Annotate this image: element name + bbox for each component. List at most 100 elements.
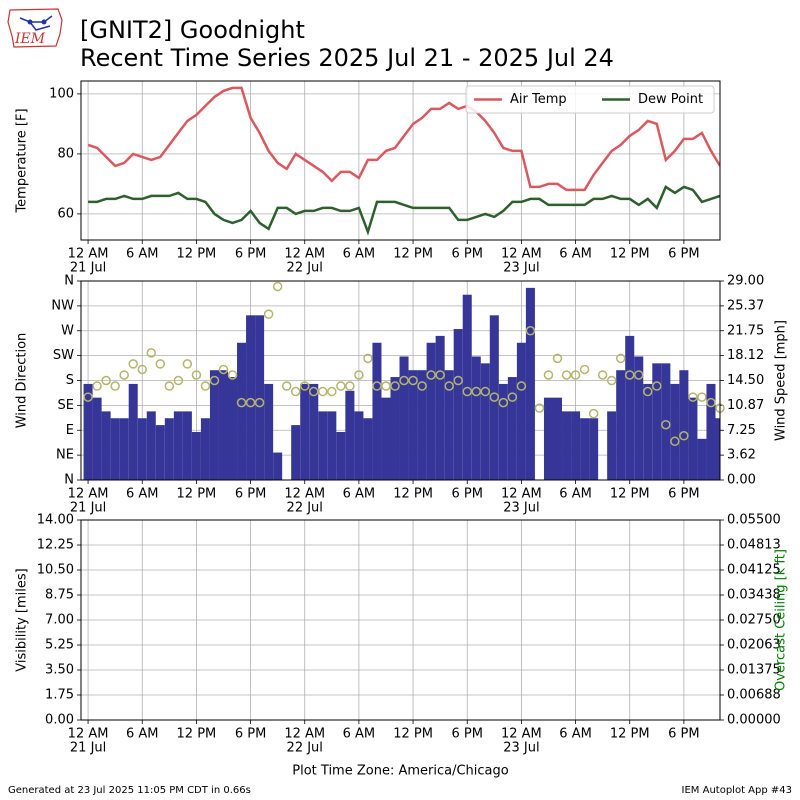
x-tick-label: 12 AM xyxy=(501,487,542,502)
bar xyxy=(110,418,120,480)
bar xyxy=(119,418,129,480)
bar xyxy=(237,342,247,480)
y-tick-label: 8.75 xyxy=(45,588,74,603)
bar xyxy=(417,370,427,480)
bar xyxy=(489,315,499,480)
point xyxy=(128,359,138,369)
y-tick-label: 3.50 xyxy=(45,663,74,678)
bar xyxy=(634,356,644,480)
point xyxy=(507,392,518,402)
point xyxy=(363,353,373,364)
point xyxy=(543,370,554,380)
point xyxy=(281,381,292,391)
bar xyxy=(670,383,680,480)
bar xyxy=(209,370,219,480)
x-tick-label: 12 AM xyxy=(68,727,109,742)
y2-tick-label: 0.00000 xyxy=(727,713,781,728)
bar xyxy=(435,335,445,480)
bar xyxy=(715,418,720,480)
bar xyxy=(426,342,436,480)
point xyxy=(615,353,626,364)
y-tick-label: E xyxy=(66,423,74,438)
logo: IEM xyxy=(7,8,63,48)
bar xyxy=(200,418,210,480)
point xyxy=(263,309,274,319)
point xyxy=(227,370,238,380)
y-tick-label: 7.00 xyxy=(45,613,74,628)
point xyxy=(525,326,536,336)
x-tick-label: 6 AM xyxy=(126,727,159,742)
bar xyxy=(399,356,409,480)
y-tick-label: SE xyxy=(58,398,74,413)
point xyxy=(236,397,247,408)
x-tick-label: 6 PM xyxy=(451,247,482,262)
y-tick-label: 12.25 xyxy=(37,538,74,553)
bar xyxy=(182,411,192,480)
point xyxy=(381,381,391,391)
y2-tick-label: 10.87 xyxy=(727,398,764,413)
point xyxy=(354,370,364,380)
bar xyxy=(697,438,707,480)
bar xyxy=(291,425,301,480)
y-axis-label: Visibility [miles] xyxy=(15,568,30,671)
panel: 0.00 1.75 3.50 5.25 7.00 8.75 10.50 12.25 14.00 0… xyxy=(15,513,789,779)
bar xyxy=(336,431,346,480)
bar xyxy=(354,411,364,480)
x-tick-label: 6 AM xyxy=(559,247,592,262)
x-tick-label: 12 AM xyxy=(68,247,109,262)
axes-frame xyxy=(80,80,721,241)
bar xyxy=(191,431,201,480)
x-date-label: 23 Jul xyxy=(503,261,539,276)
point xyxy=(561,370,572,380)
y-axis-label: Wind Direction xyxy=(15,333,30,429)
bar xyxy=(255,315,265,480)
panel: N NE E SE S SW W NW N 0.00 3.62 7.25 10.87 14.50 18.12… xyxy=(15,274,789,516)
y2-axis-label: Overcast Ceiling [k ft] xyxy=(774,549,789,691)
point xyxy=(534,403,545,413)
title: [GNIT2] Goodnight xyxy=(80,16,305,44)
point xyxy=(137,364,147,375)
x-tick-label: 6 PM xyxy=(451,487,482,502)
point xyxy=(254,397,265,408)
point xyxy=(83,392,93,402)
bar xyxy=(643,383,653,480)
bar xyxy=(146,411,156,480)
bar xyxy=(453,329,463,480)
x-tick-label: 12 PM xyxy=(393,487,433,502)
y-tick-label: 60 xyxy=(57,206,74,221)
x-tick-label: 12 PM xyxy=(177,247,217,262)
point xyxy=(182,359,193,369)
bar xyxy=(327,411,337,480)
y-tick-label: 1.75 xyxy=(45,688,74,703)
y2-axis-label: Wind Speed [mph] xyxy=(774,320,789,441)
bar xyxy=(372,342,382,480)
bar xyxy=(173,411,183,480)
bar xyxy=(164,418,174,480)
point xyxy=(516,381,527,391)
bar xyxy=(688,397,698,480)
x-tick-label: 6 PM xyxy=(451,727,482,742)
logo-text: IEM xyxy=(14,31,46,47)
point xyxy=(173,375,184,386)
x-tick-label: 12 AM xyxy=(501,727,542,742)
point xyxy=(92,381,102,391)
bar xyxy=(92,397,102,480)
x-tick-label: 12 AM xyxy=(68,487,109,502)
point xyxy=(101,375,111,386)
bar xyxy=(390,377,400,480)
bar xyxy=(273,452,283,480)
x-tick-label: 12 AM xyxy=(284,727,325,742)
point xyxy=(408,375,418,386)
point xyxy=(643,386,653,397)
point xyxy=(191,370,202,380)
y2-tick-label: 0.00 xyxy=(727,473,756,488)
bar xyxy=(101,411,111,480)
x-tick-label: 6 AM xyxy=(126,487,159,502)
y-tick-label: N xyxy=(64,274,74,289)
y2-tick-label: 18.12 xyxy=(727,348,764,363)
y2-tick-label: 0.01375 xyxy=(727,663,781,678)
bar xyxy=(679,370,689,480)
point xyxy=(606,375,617,386)
point xyxy=(597,370,608,380)
point xyxy=(218,364,229,375)
